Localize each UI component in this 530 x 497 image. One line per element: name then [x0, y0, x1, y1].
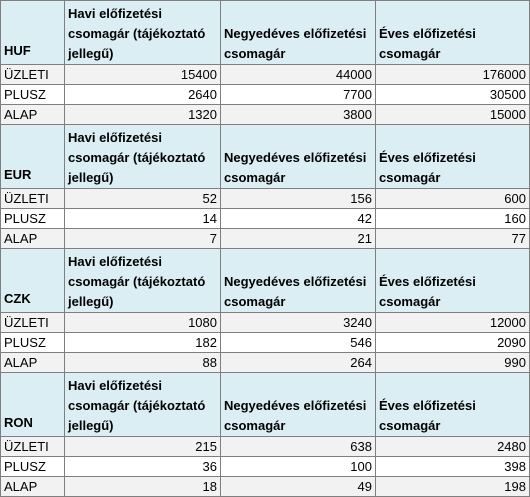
monthly-price-cell[interactable]: 14 — [64, 208, 221, 229]
plan-label-cell[interactable]: ÜZLETI — [0, 188, 65, 209]
yearly-price-cell[interactable]: 77 — [375, 228, 530, 249]
yearly-price-cell[interactable]: 160 — [375, 208, 530, 229]
table-row: ALAP 1320 3800 15000 — [0, 104, 530, 125]
yearly-price-cell[interactable]: 600 — [375, 188, 530, 209]
plan-label-cell[interactable]: ALAP — [0, 476, 65, 497]
yearly-price-cell[interactable]: 398 — [375, 456, 530, 477]
yearly-price-cell[interactable]: 15000 — [375, 104, 530, 125]
quarterly-price-cell[interactable]: 7700 — [220, 84, 376, 105]
yearly-price-cell[interactable]: 2480 — [375, 436, 530, 457]
monthly-price-cell[interactable]: 15400 — [64, 64, 221, 85]
table-row: ALAP 88 264 990 — [0, 352, 530, 373]
header-monthly[interactable]: Havi előfizetési csomagár (tájékoztató j… — [64, 372, 221, 437]
plan-label-cell[interactable]: PLUSZ — [0, 456, 65, 477]
monthly-price-cell[interactable]: 18 — [64, 476, 221, 497]
quarterly-price-cell[interactable]: 156 — [220, 188, 376, 209]
plan-label-cell[interactable]: ALAP — [0, 352, 65, 373]
currency-cell[interactable]: EUR — [0, 124, 65, 189]
quarterly-price-cell[interactable]: 21 — [220, 228, 376, 249]
plan-label-cell[interactable]: ÜZLETI — [0, 64, 65, 85]
monthly-price-cell[interactable]: 88 — [64, 352, 221, 373]
quarterly-price-cell[interactable]: 3800 — [220, 104, 376, 125]
plan-label-cell[interactable]: PLUSZ — [0, 332, 65, 353]
quarterly-price-cell[interactable]: 100 — [220, 456, 376, 477]
monthly-price-cell[interactable]: 215 — [64, 436, 221, 457]
table-row: ÜZLETI 52 156 600 — [0, 188, 530, 209]
yearly-price-cell[interactable]: 198 — [375, 476, 530, 497]
plan-label-cell[interactable]: ALAP — [0, 104, 65, 125]
table-row: ÜZLETI 15400 44000 176000 — [0, 64, 530, 85]
quarterly-price-cell[interactable]: 638 — [220, 436, 376, 457]
section-header-row: HUF Havi előfizetési csomagár (tájékozta… — [0, 0, 530, 65]
plan-label-cell[interactable]: ALAP — [0, 228, 65, 249]
quarterly-price-cell[interactable]: 3240 — [220, 312, 376, 333]
monthly-price-cell[interactable]: 52 — [64, 188, 221, 209]
monthly-price-cell[interactable]: 36 — [64, 456, 221, 477]
table-row: ALAP 18 49 198 — [0, 476, 530, 497]
yearly-price-cell[interactable]: 30500 — [375, 84, 530, 105]
header-quarterly[interactable]: Negyedéves előfizetési csomagár — [220, 124, 376, 189]
quarterly-price-cell[interactable]: 49 — [220, 476, 376, 497]
currency-cell[interactable]: HUF — [0, 0, 65, 65]
monthly-price-cell[interactable]: 182 — [64, 332, 221, 353]
header-quarterly[interactable]: Negyedéves előfizetési csomagár — [220, 0, 376, 65]
plan-label-cell[interactable]: PLUSZ — [0, 208, 65, 229]
table-row: ÜZLETI 1080 3240 12000 — [0, 312, 530, 333]
header-monthly[interactable]: Havi előfizetési csomagár (tájékoztató j… — [64, 248, 221, 313]
section-header-row: RON Havi előfizetési csomagár (tájékozta… — [0, 372, 530, 437]
table-row: PLUSZ 2640 7700 30500 — [0, 84, 530, 105]
quarterly-price-cell[interactable]: 44000 — [220, 64, 376, 85]
table-row: PLUSZ 36 100 398 — [0, 456, 530, 477]
quarterly-price-cell[interactable]: 546 — [220, 332, 376, 353]
plan-label-cell[interactable]: ÜZLETI — [0, 312, 65, 333]
monthly-price-cell[interactable]: 1320 — [64, 104, 221, 125]
header-yearly[interactable]: Éves előfizetési csomagár — [375, 248, 530, 313]
yearly-price-cell[interactable]: 12000 — [375, 312, 530, 333]
section-header-row: CZK Havi előfizetési csomagár (tájékozta… — [0, 248, 530, 313]
header-yearly[interactable]: Éves előfizetési csomagár — [375, 372, 530, 437]
header-quarterly[interactable]: Negyedéves előfizetési csomagár — [220, 372, 376, 437]
header-monthly[interactable]: Havi előfizetési csomagár (tájékoztató j… — [64, 124, 221, 189]
yearly-price-cell[interactable]: 990 — [375, 352, 530, 373]
quarterly-price-cell[interactable]: 42 — [220, 208, 376, 229]
table-row: PLUSZ 14 42 160 — [0, 208, 530, 229]
table-row: ÜZLETI 215 638 2480 — [0, 436, 530, 457]
plan-label-cell[interactable]: ÜZLETI — [0, 436, 65, 457]
section-header-row: EUR Havi előfizetési csomagár (tájékozta… — [0, 124, 530, 189]
header-quarterly[interactable]: Negyedéves előfizetési csomagár — [220, 248, 376, 313]
header-monthly[interactable]: Havi előfizetési csomagár (tájékoztató j… — [64, 0, 221, 65]
table-row: ALAP 7 21 77 — [0, 228, 530, 249]
header-yearly[interactable]: Éves előfizetési csomagár — [375, 0, 530, 65]
yearly-price-cell[interactable]: 176000 — [375, 64, 530, 85]
plan-label-cell[interactable]: PLUSZ — [0, 84, 65, 105]
table-row: PLUSZ 182 546 2090 — [0, 332, 530, 353]
monthly-price-cell[interactable]: 7 — [64, 228, 221, 249]
header-yearly[interactable]: Éves előfizetési csomagár — [375, 124, 530, 189]
monthly-price-cell[interactable]: 2640 — [64, 84, 221, 105]
yearly-price-cell[interactable]: 2090 — [375, 332, 530, 353]
currency-cell[interactable]: CZK — [0, 248, 65, 313]
currency-cell[interactable]: RON — [0, 372, 65, 437]
quarterly-price-cell[interactable]: 264 — [220, 352, 376, 373]
monthly-price-cell[interactable]: 1080 — [64, 312, 221, 333]
